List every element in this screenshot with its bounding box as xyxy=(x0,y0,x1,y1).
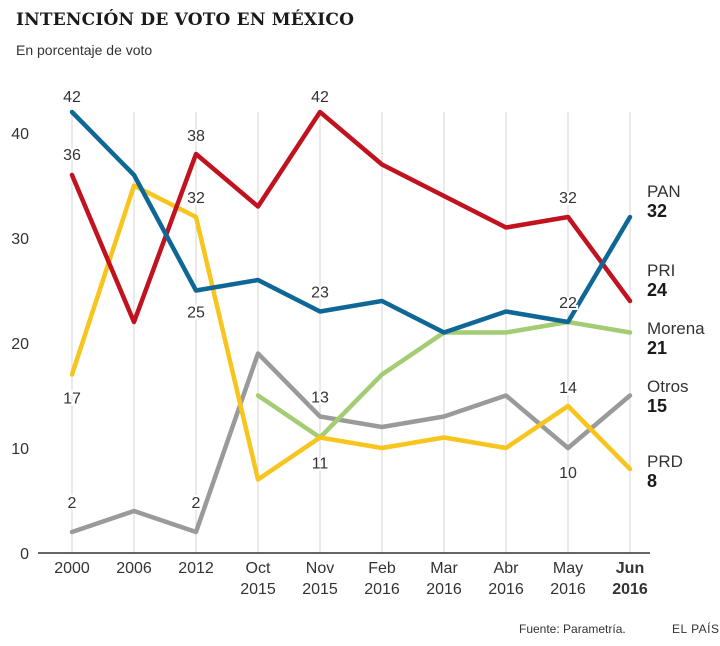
series-line-prd xyxy=(69,183,633,482)
data-label: 14 xyxy=(559,380,577,397)
source-note: Fuente: Parametría. xyxy=(519,622,626,636)
end-label-name: Otros xyxy=(647,377,689,396)
series-line-pan xyxy=(69,109,633,335)
end-label-name: Morena xyxy=(647,319,705,338)
x-tick-label: 2015 xyxy=(302,581,338,598)
data-label: 22 xyxy=(559,295,577,312)
x-tick-label: 2012 xyxy=(178,560,214,577)
data-label: 38 xyxy=(187,128,205,145)
x-tick-label: Abr xyxy=(494,560,520,577)
y-tick-label: 20 xyxy=(11,336,29,353)
x-tick-label: 2016 xyxy=(488,581,524,598)
data-label: 11 xyxy=(312,456,329,473)
data-label: 13 xyxy=(311,390,329,407)
data-label: 2 xyxy=(192,495,201,512)
x-tick-label: 2016 xyxy=(612,581,648,598)
y-tick-label: 30 xyxy=(11,231,29,248)
end-label-name: PRD xyxy=(647,452,683,471)
x-tick-label: May xyxy=(553,560,583,577)
end-label-value: 24 xyxy=(647,280,667,300)
x-tick-label: 2015 xyxy=(240,581,276,598)
x-tick-label: Mar xyxy=(430,560,458,577)
x-tick-label: 2016 xyxy=(426,581,462,598)
y-tick-label: 0 xyxy=(20,546,29,563)
x-tick-label: 2000 xyxy=(54,560,90,577)
data-label: 32 xyxy=(187,190,205,207)
end-label-name: PAN xyxy=(647,182,681,201)
data-label: 10 xyxy=(559,465,577,482)
x-tick-label: Feb xyxy=(368,560,396,577)
y-tick-label: 10 xyxy=(11,441,29,458)
data-label: 23 xyxy=(311,285,329,302)
data-label: 42 xyxy=(311,89,329,106)
brand-label: EL PAÍS xyxy=(672,622,720,636)
end-label-name: PRI xyxy=(647,261,675,280)
data-label: 42 xyxy=(63,89,81,106)
y-tick-label: 40 xyxy=(11,126,29,143)
end-label-value: 8 xyxy=(647,471,657,491)
x-tick-label: Nov xyxy=(306,560,334,577)
chart-title: INTENCIÓN DE VOTO EN MÉXICO xyxy=(16,10,355,30)
x-tick-label: Oct xyxy=(246,560,271,577)
data-label: 25 xyxy=(187,305,205,322)
x-tick-label: 2006 xyxy=(116,560,152,577)
series-line-pri xyxy=(69,109,633,325)
x-tick-label: 2016 xyxy=(364,581,400,598)
data-label: 2 xyxy=(68,495,77,512)
x-tick-label: Jun xyxy=(616,560,644,577)
data-label: 36 xyxy=(63,147,81,164)
end-label-value: 15 xyxy=(647,396,667,416)
series-line-otros xyxy=(69,351,633,535)
end-label-value: 32 xyxy=(647,201,667,221)
data-label: 17 xyxy=(63,391,81,408)
end-label-value: 21 xyxy=(647,338,667,358)
x-tick-label: 2016 xyxy=(550,581,586,598)
data-label: 32 xyxy=(559,190,577,207)
chart-subtitle: En porcentaje de voto xyxy=(16,42,153,58)
